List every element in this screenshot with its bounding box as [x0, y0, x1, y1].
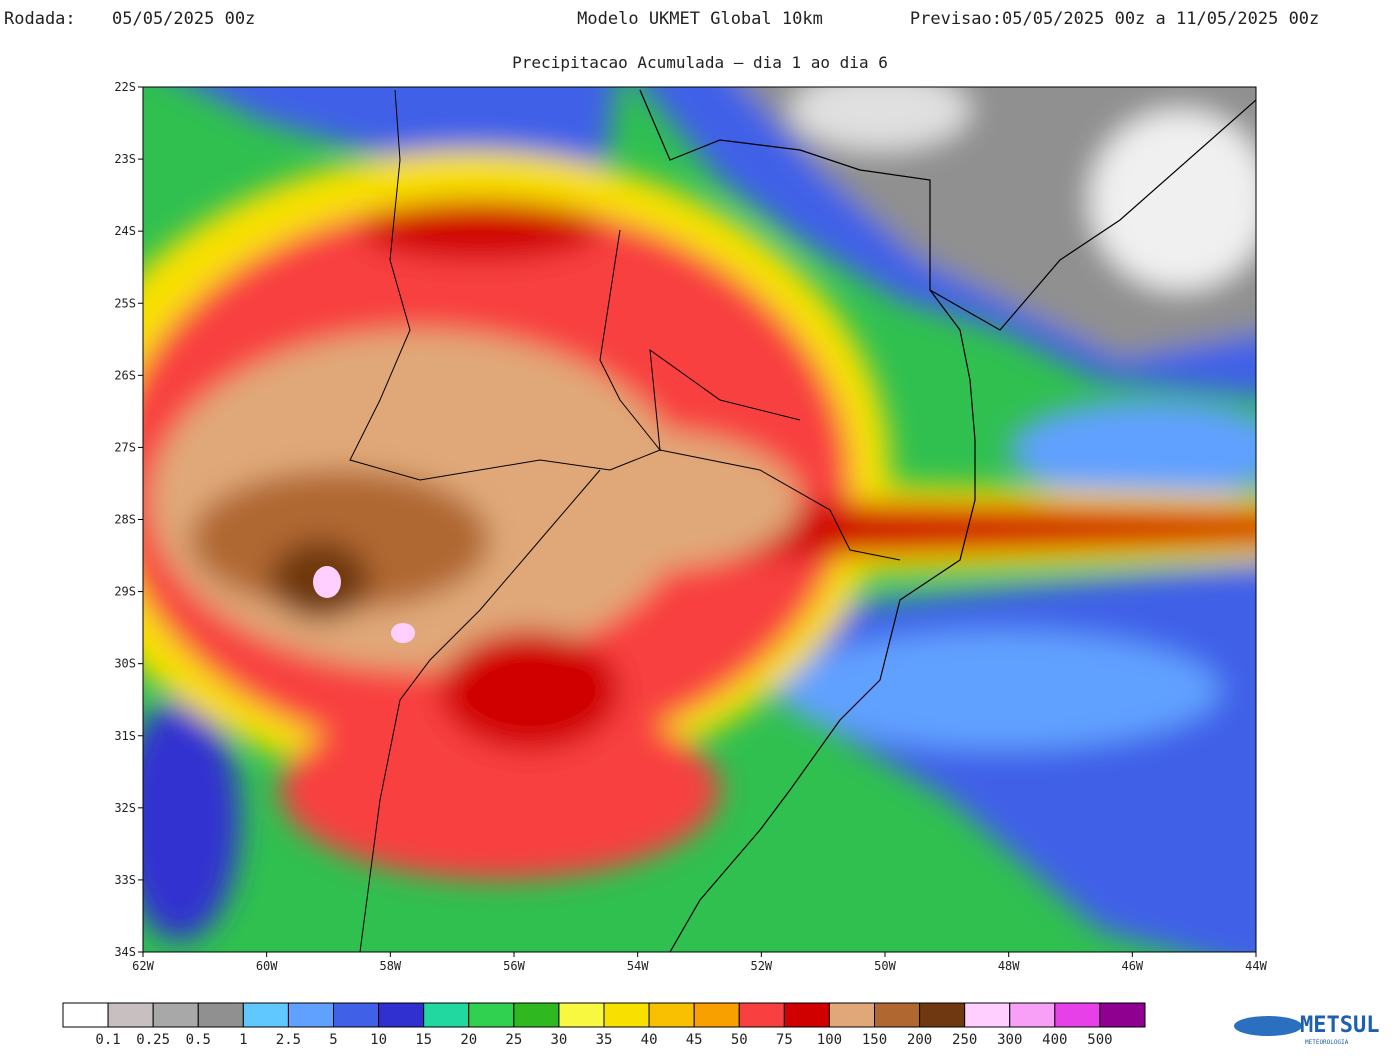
colorbar-label: 5: [329, 1032, 337, 1048]
colorbar-box: [333, 1002, 380, 1028]
colorbar-box: [828, 1002, 876, 1028]
lon-label: 52W: [750, 959, 772, 973]
colorbar-box: [874, 1002, 921, 1028]
lat-label: 29S: [114, 585, 136, 599]
colorbar-label: 50: [731, 1032, 748, 1048]
colorbar-box: [1009, 1002, 1056, 1028]
colorbar-label: 250: [952, 1032, 977, 1048]
precip-field: [143, 87, 1256, 952]
colorbar-box: [919, 1002, 966, 1028]
colorbar-label: 20: [460, 1032, 477, 1048]
colorbar-box: [513, 1002, 560, 1028]
colorbar-label: 1: [239, 1032, 247, 1048]
colorbar-label: 100: [817, 1032, 842, 1048]
colorbar-label: 200: [907, 1032, 932, 1048]
colorbar-box: [423, 1002, 470, 1028]
colorbar-box: [197, 1002, 244, 1028]
lat-label: 31S: [114, 729, 136, 743]
lon-label: 56W: [503, 959, 525, 973]
lat-label: 34S: [114, 945, 136, 959]
lat-label: 25S: [114, 296, 136, 310]
forecast-label: Previsao:: [910, 9, 1002, 29]
lon-label: 58W: [379, 959, 401, 973]
colorbar-box: [242, 1002, 289, 1028]
colorbar-box: [783, 1002, 830, 1028]
logo-globe: [1234, 1016, 1302, 1036]
model: Modelo UKMET Global 10km: [577, 9, 823, 29]
lat-label: 24S: [114, 224, 136, 238]
colorbar-box: [693, 1002, 740, 1028]
colorbar-label: 40: [641, 1032, 658, 1048]
colorbar-box: [1099, 1002, 1146, 1028]
colorbar-label: 25: [505, 1032, 522, 1048]
colorbar-box: [1054, 1002, 1101, 1028]
colorbar-label: 10: [370, 1032, 387, 1048]
lat-label: 22S: [114, 80, 136, 94]
colorbar-box: [558, 1002, 605, 1028]
lon-label: 54W: [627, 959, 649, 973]
colorbar-label: 30: [550, 1032, 567, 1048]
colorbar-label: 400: [1042, 1032, 1067, 1048]
colorbar-label: 2.5: [276, 1032, 301, 1048]
colorbar-box: [468, 1002, 515, 1028]
logo-name: METSUL: [1300, 1013, 1379, 1038]
colorbar-label: 75: [776, 1032, 793, 1048]
colorbar-label: 0.5: [186, 1032, 211, 1048]
lon-label: 60W: [256, 959, 278, 973]
run-label: Rodada:: [4, 9, 76, 29]
colorbar-box: [738, 1002, 785, 1028]
lat-label: 27S: [114, 440, 136, 454]
lat-label: 28S: [114, 513, 136, 527]
colorbar-label: 300: [997, 1032, 1022, 1048]
colorbar-label: 45: [686, 1032, 703, 1048]
colorbar-box: [603, 1002, 650, 1028]
lat-label: 33S: [114, 873, 136, 887]
lon-label: 44W: [1245, 959, 1267, 973]
colorbar-label: 0.1: [95, 1032, 120, 1048]
lon-label: 62W: [132, 959, 154, 973]
run-date: 05/05/2025 00z: [112, 9, 255, 29]
lon-label: 48W: [998, 959, 1020, 973]
lat-label: 23S: [114, 152, 136, 166]
colorbar-box: [152, 1002, 199, 1028]
colorbar-label: 150: [862, 1032, 887, 1048]
forecast: 05/05/2025 00z a 11/05/2025 00z: [1002, 9, 1319, 29]
lat-label: 30S: [114, 657, 136, 671]
colorbar-box: [648, 1002, 695, 1028]
lon-label: 46W: [1121, 959, 1143, 973]
colorbar-box: [62, 1002, 109, 1028]
colorbar-box: [378, 1002, 425, 1028]
colorbar-label: 500: [1087, 1032, 1112, 1048]
colorbar-label: 0.25: [136, 1032, 170, 1048]
colorbar-label: 15: [415, 1032, 432, 1048]
subtitle: Precipitacao Acumulada — dia 1 ao dia 6: [512, 53, 888, 72]
logo-sub: METEOROLOGIA: [1305, 1039, 1349, 1046]
colorbar-box: [287, 1002, 334, 1028]
colorbar-box: [964, 1002, 1011, 1028]
lat-label: 26S: [114, 368, 136, 382]
lat-label: 32S: [114, 801, 136, 815]
colorbar-box: [107, 1002, 154, 1028]
colorbar-label: 35: [596, 1032, 613, 1048]
lon-label: 50W: [874, 959, 896, 973]
